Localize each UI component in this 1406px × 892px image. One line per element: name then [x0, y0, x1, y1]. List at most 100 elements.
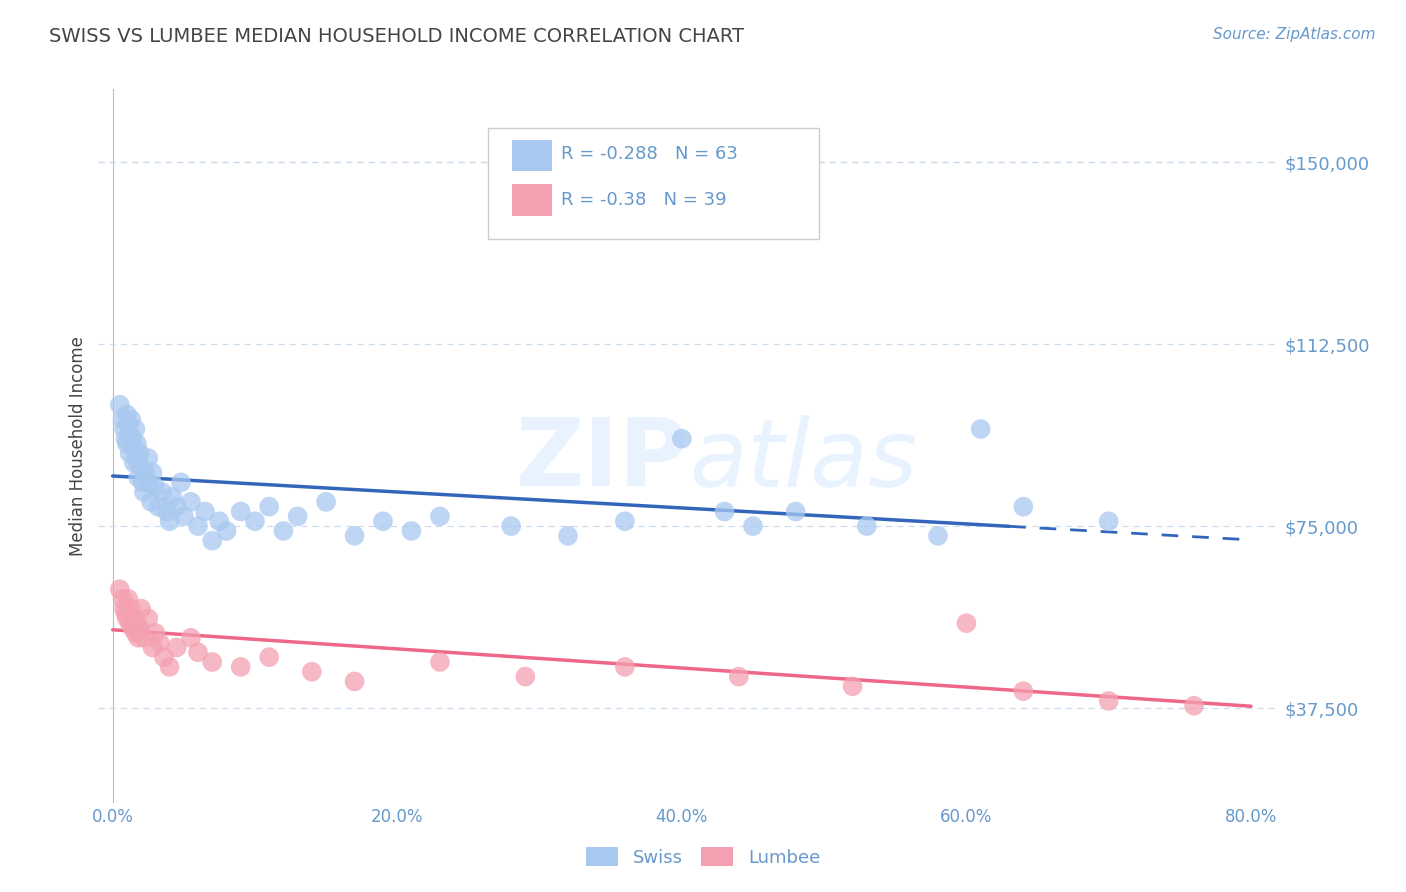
- Point: [136, 475, 159, 490]
- Point: [173, 509, 195, 524]
- Point: [371, 514, 394, 528]
- Point: [187, 519, 209, 533]
- Point: [166, 500, 188, 514]
- Point: [118, 426, 141, 441]
- Point: [108, 582, 131, 597]
- Point: [129, 460, 152, 475]
- Point: [742, 519, 765, 533]
- Point: [159, 514, 181, 528]
- Point: [301, 665, 323, 679]
- Point: [243, 514, 266, 528]
- Point: [229, 504, 252, 518]
- Point: [117, 417, 139, 432]
- Point: [785, 504, 807, 518]
- Point: [141, 466, 163, 480]
- Point: [1098, 694, 1121, 708]
- Point: [118, 616, 141, 631]
- Point: [229, 660, 252, 674]
- Point: [141, 640, 163, 655]
- Point: [713, 504, 735, 518]
- Point: [121, 432, 143, 446]
- Point: [152, 485, 174, 500]
- Text: atlas: atlas: [689, 415, 917, 506]
- Point: [121, 621, 143, 635]
- Point: [955, 616, 977, 631]
- Point: [401, 524, 423, 538]
- Point: [856, 519, 879, 533]
- Point: [108, 398, 131, 412]
- Text: R = -0.38   N = 39: R = -0.38 N = 39: [561, 191, 727, 209]
- Point: [159, 660, 181, 674]
- FancyBboxPatch shape: [488, 128, 818, 239]
- Point: [136, 451, 159, 466]
- Point: [134, 466, 156, 480]
- Point: [122, 611, 145, 625]
- Text: SWISS VS LUMBEE MEDIAN HOUSEHOLD INCOME CORRELATION CHART: SWISS VS LUMBEE MEDIAN HOUSEHOLD INCOME …: [49, 27, 744, 45]
- Point: [180, 495, 202, 509]
- Point: [114, 607, 136, 621]
- Point: [201, 655, 224, 669]
- Point: [112, 601, 135, 615]
- Point: [257, 650, 280, 665]
- Point: [1012, 684, 1035, 698]
- Point: [139, 495, 162, 509]
- Point: [187, 645, 209, 659]
- Point: [343, 529, 366, 543]
- Point: [215, 524, 238, 538]
- Point: [112, 422, 135, 436]
- Point: [429, 655, 451, 669]
- Text: ZIP: ZIP: [516, 414, 689, 507]
- Point: [201, 533, 224, 548]
- Point: [111, 412, 134, 426]
- Point: [156, 504, 179, 518]
- Point: [125, 436, 148, 450]
- Point: [1012, 500, 1035, 514]
- Point: [127, 470, 149, 484]
- Point: [315, 495, 337, 509]
- Point: [124, 422, 146, 436]
- Point: [132, 485, 155, 500]
- Point: [124, 626, 146, 640]
- Point: [841, 679, 863, 693]
- Legend: Swiss, Lumbee: Swiss, Lumbee: [579, 840, 827, 874]
- Point: [180, 631, 202, 645]
- Point: [613, 514, 636, 528]
- Point: [429, 509, 451, 524]
- Point: [162, 490, 184, 504]
- Point: [499, 519, 522, 533]
- Point: [120, 601, 142, 615]
- Point: [1182, 698, 1205, 713]
- Point: [727, 670, 749, 684]
- Point: [148, 500, 170, 514]
- Point: [671, 432, 693, 446]
- Point: [128, 446, 150, 460]
- Point: [257, 500, 280, 514]
- Point: [131, 475, 153, 490]
- Y-axis label: Median Household Income: Median Household Income: [69, 336, 87, 556]
- Text: Source: ZipAtlas.com: Source: ZipAtlas.com: [1212, 27, 1375, 42]
- Point: [128, 621, 150, 635]
- Point: [115, 436, 138, 450]
- Point: [166, 640, 188, 655]
- Point: [127, 456, 149, 470]
- Point: [613, 660, 636, 674]
- Point: [115, 408, 138, 422]
- FancyBboxPatch shape: [512, 184, 553, 216]
- Point: [927, 529, 949, 543]
- Point: [122, 456, 145, 470]
- Point: [287, 509, 309, 524]
- FancyBboxPatch shape: [512, 140, 553, 171]
- Point: [343, 674, 366, 689]
- Point: [153, 650, 176, 665]
- Point: [273, 524, 295, 538]
- Point: [117, 591, 139, 606]
- Point: [1098, 514, 1121, 528]
- Point: [194, 504, 217, 518]
- Point: [969, 422, 991, 436]
- Point: [143, 626, 166, 640]
- Point: [127, 631, 149, 645]
- Point: [122, 442, 145, 456]
- Point: [125, 616, 148, 631]
- Point: [132, 631, 155, 645]
- Point: [515, 670, 537, 684]
